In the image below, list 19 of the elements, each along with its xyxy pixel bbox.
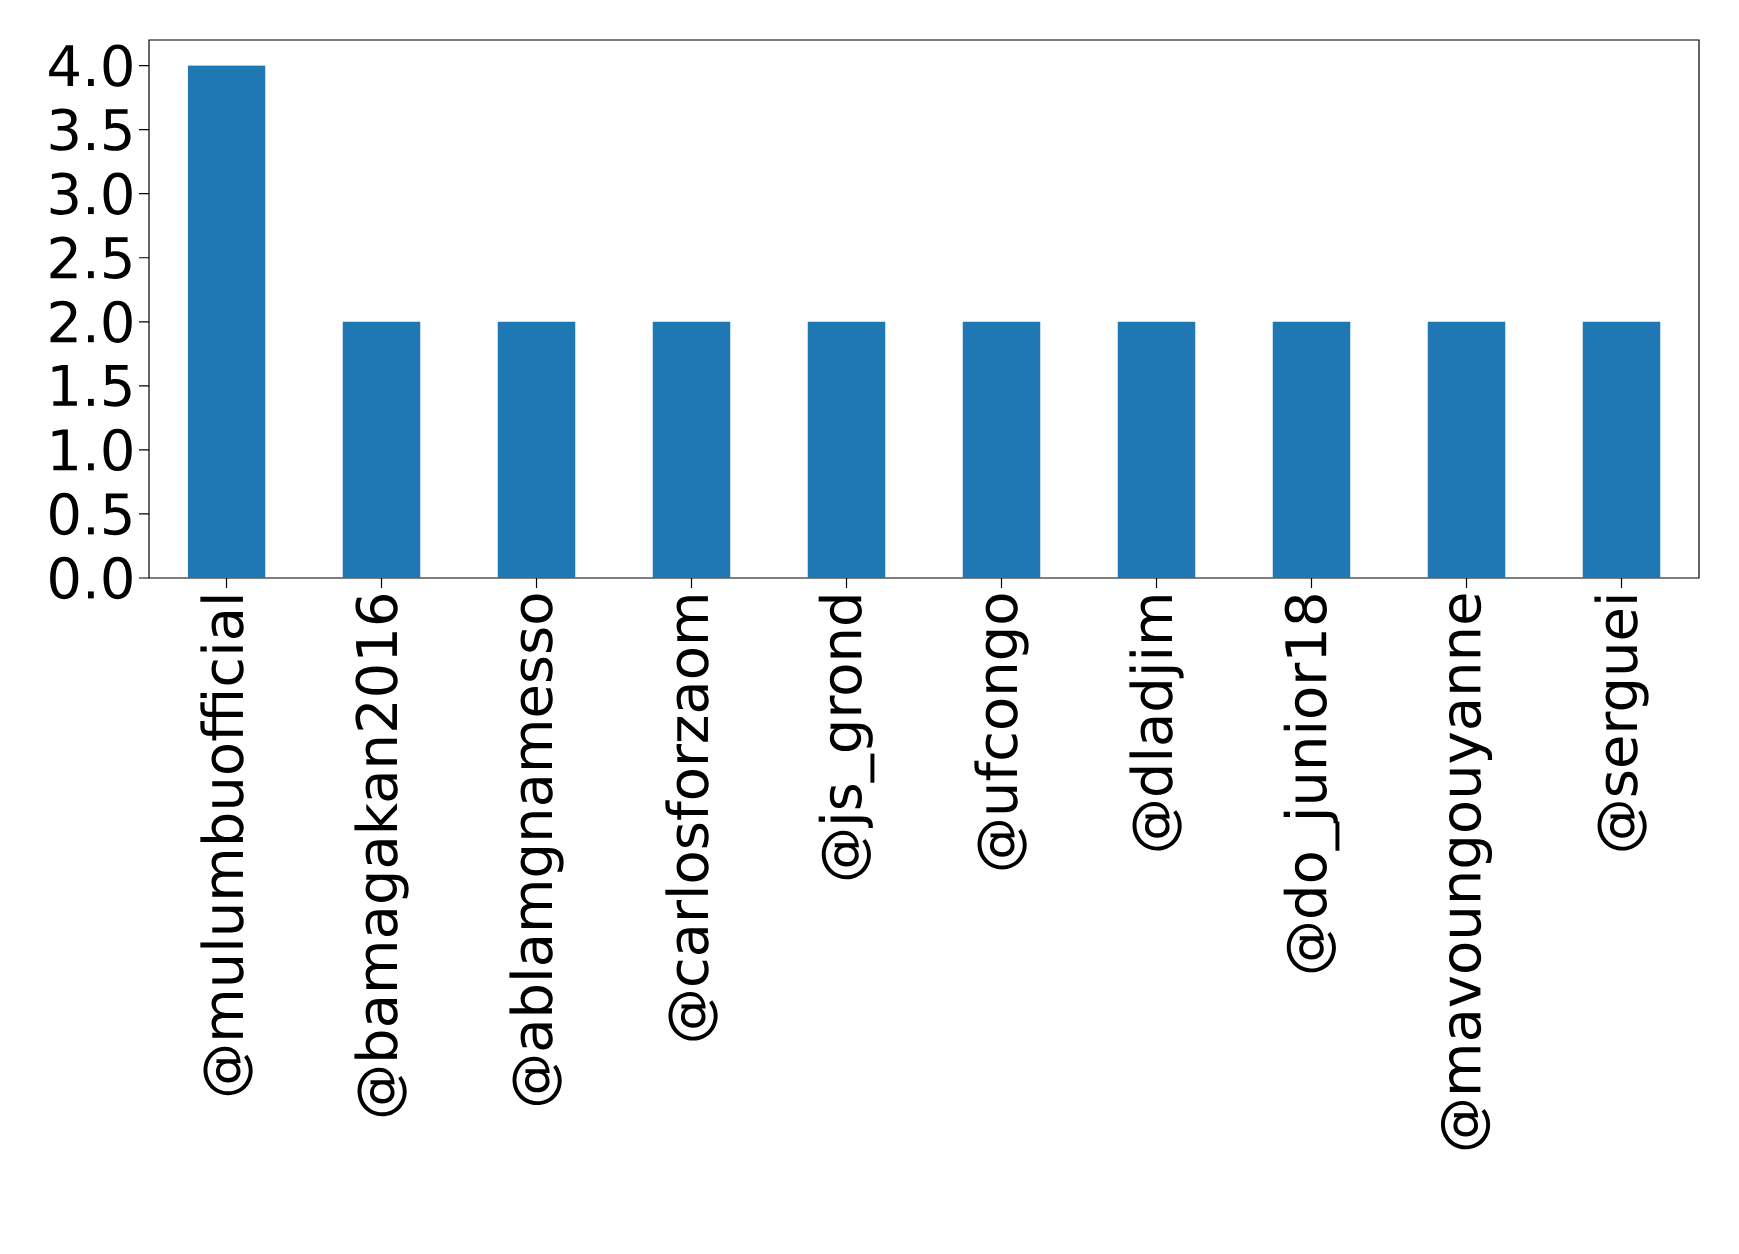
y-tick-label: 3.5 [50,108,131,151]
y-tick-label: 1.5 [52,365,131,407]
x-tick-label: @bamagakan2016 [354,595,409,1117]
y-tick-label: 2.5 [50,236,131,279]
y-tick-label: 2.0 [50,300,132,343]
x-tick-label: @dladjim [1129,596,1184,851]
y-tick-label: 0.0 [50,556,132,600]
y-tick-label: 3.0 [50,172,132,215]
x-tick-label: @mavoungouyanne [1440,594,1493,1150]
y-tick-label: 0.5 [50,492,131,536]
x-tick-label: @js_grond [818,596,875,880]
x-tick-label: @serguei [1594,596,1649,851]
x-tick-label: @carlosforzaom [665,596,718,1041]
x-tick-label: @do_junior18 [1283,595,1340,973]
x-tick-label: @mulumbuofficial [200,596,253,1096]
x-tick-label: @ufcongo [974,594,1029,870]
y-tick-label: 4.0 [49,44,132,87]
x-tick-label: @ablamgnamesso [509,594,564,1106]
y-tick-label: 1.0 [52,428,132,472]
